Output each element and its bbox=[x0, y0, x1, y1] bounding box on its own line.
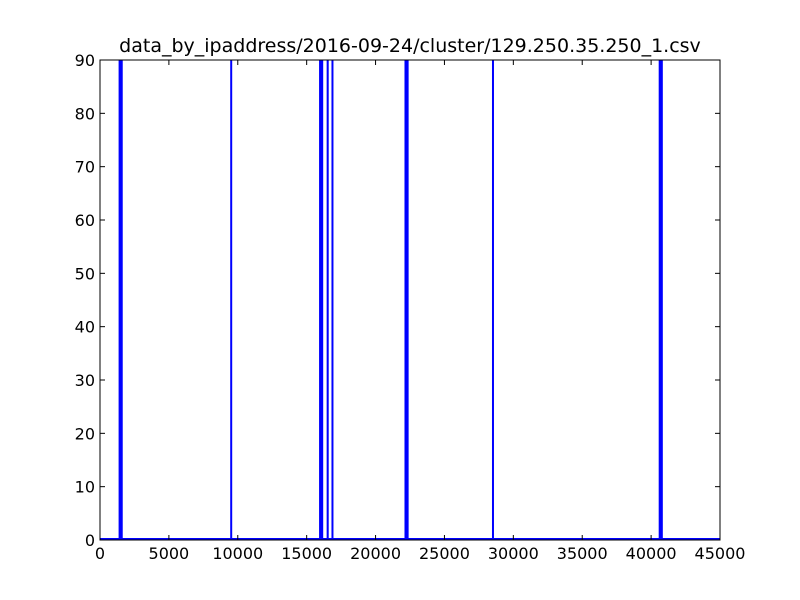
bar bbox=[331, 60, 334, 540]
x-tick-label: 35000 bbox=[557, 544, 608, 563]
bar bbox=[319, 60, 324, 540]
y-tick-label: 0 bbox=[85, 531, 95, 550]
y-tick-label: 90 bbox=[75, 51, 95, 70]
y-tick-label: 10 bbox=[75, 478, 95, 497]
y-tick-label: 30 bbox=[75, 371, 95, 390]
y-tick-label: 40 bbox=[75, 318, 95, 337]
x-tick-label: 5000 bbox=[149, 544, 190, 563]
y-tick-label: 70 bbox=[75, 158, 95, 177]
bars-layer bbox=[100, 60, 720, 540]
x-tick-label: 15000 bbox=[281, 544, 332, 563]
bar bbox=[326, 60, 329, 540]
x-tick-label: 40000 bbox=[626, 544, 677, 563]
bar bbox=[118, 60, 123, 540]
y-tick-label: 80 bbox=[75, 104, 95, 123]
bar bbox=[230, 60, 233, 540]
x-tick-label: 30000 bbox=[488, 544, 539, 563]
y-tick-label: 60 bbox=[75, 211, 95, 230]
x-tick-label: 45000 bbox=[695, 544, 746, 563]
bar bbox=[404, 60, 409, 540]
x-tick-label: 0 bbox=[95, 544, 105, 563]
plot-frame bbox=[99, 59, 721, 541]
x-tick-label: 20000 bbox=[350, 544, 401, 563]
y-tick-label: 50 bbox=[75, 264, 95, 283]
y-tick-label: 20 bbox=[75, 424, 95, 443]
chart-title: data_by_ipaddress/2016-09-24/cluster/129… bbox=[119, 35, 701, 57]
bar bbox=[491, 60, 494, 540]
x-tick-label: 25000 bbox=[419, 544, 470, 563]
ticks-layer: 0 5000 10000 15000 20000 25000 30000 35000 40000… bbox=[75, 51, 746, 563]
bar bbox=[658, 60, 663, 540]
x-tick-label: 10000 bbox=[212, 544, 263, 563]
